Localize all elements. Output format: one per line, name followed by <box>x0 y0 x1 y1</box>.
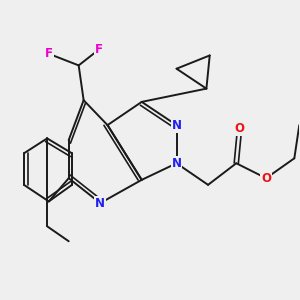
Text: F: F <box>45 47 53 60</box>
Text: O: O <box>261 172 271 185</box>
Text: F: F <box>94 43 103 56</box>
Text: N: N <box>95 196 105 210</box>
Text: N: N <box>172 118 182 132</box>
Text: O: O <box>235 122 244 135</box>
Text: N: N <box>172 157 182 170</box>
